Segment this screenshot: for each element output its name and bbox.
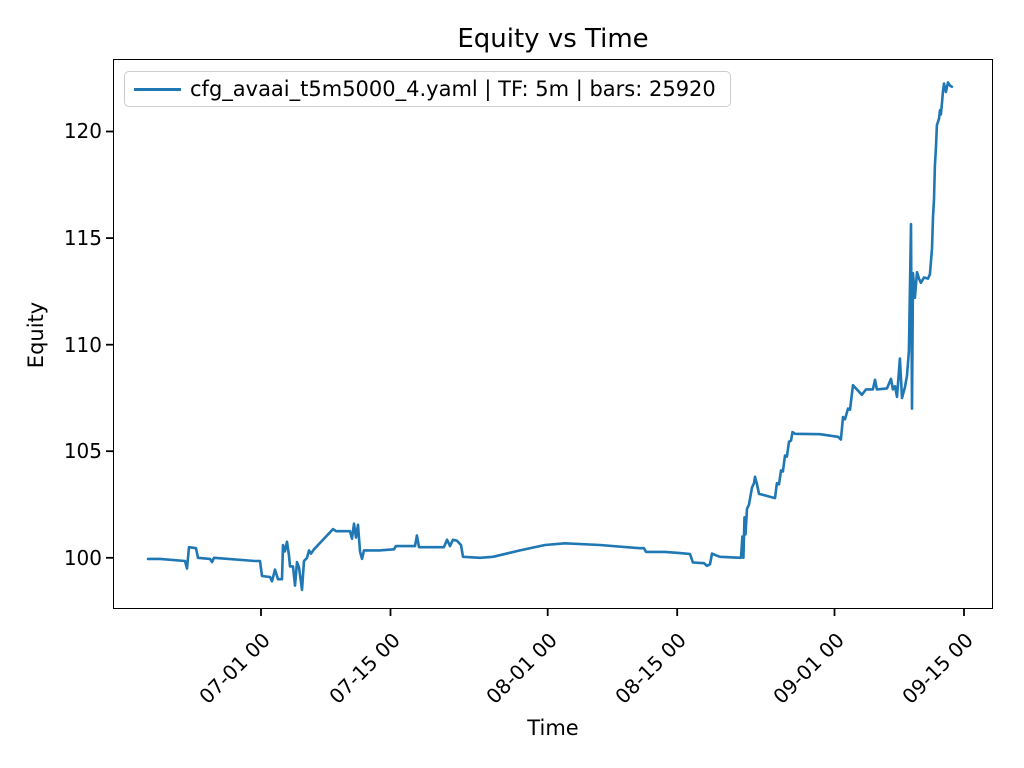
plot-area xyxy=(113,59,993,609)
y-tick-label: 105 xyxy=(63,439,102,464)
y-axis-label: Equity xyxy=(24,301,48,369)
y-tick-label: 100 xyxy=(63,545,102,570)
y-tick-label: 115 xyxy=(63,226,102,251)
y-tick-label: 120 xyxy=(63,119,102,144)
legend-label: cfg_avaai_t5m5000_4.yaml | TF: 5m | bars… xyxy=(190,77,716,101)
legend-line-sample xyxy=(134,87,181,91)
x-axis-label: Time xyxy=(527,716,579,740)
legend: cfg_avaai_t5m5000_4.yaml | TF: 5m | bars… xyxy=(124,71,731,107)
y-tick-label: 110 xyxy=(63,332,102,357)
equity-line xyxy=(146,81,954,592)
chart-title: Equity vs Time xyxy=(457,24,649,54)
